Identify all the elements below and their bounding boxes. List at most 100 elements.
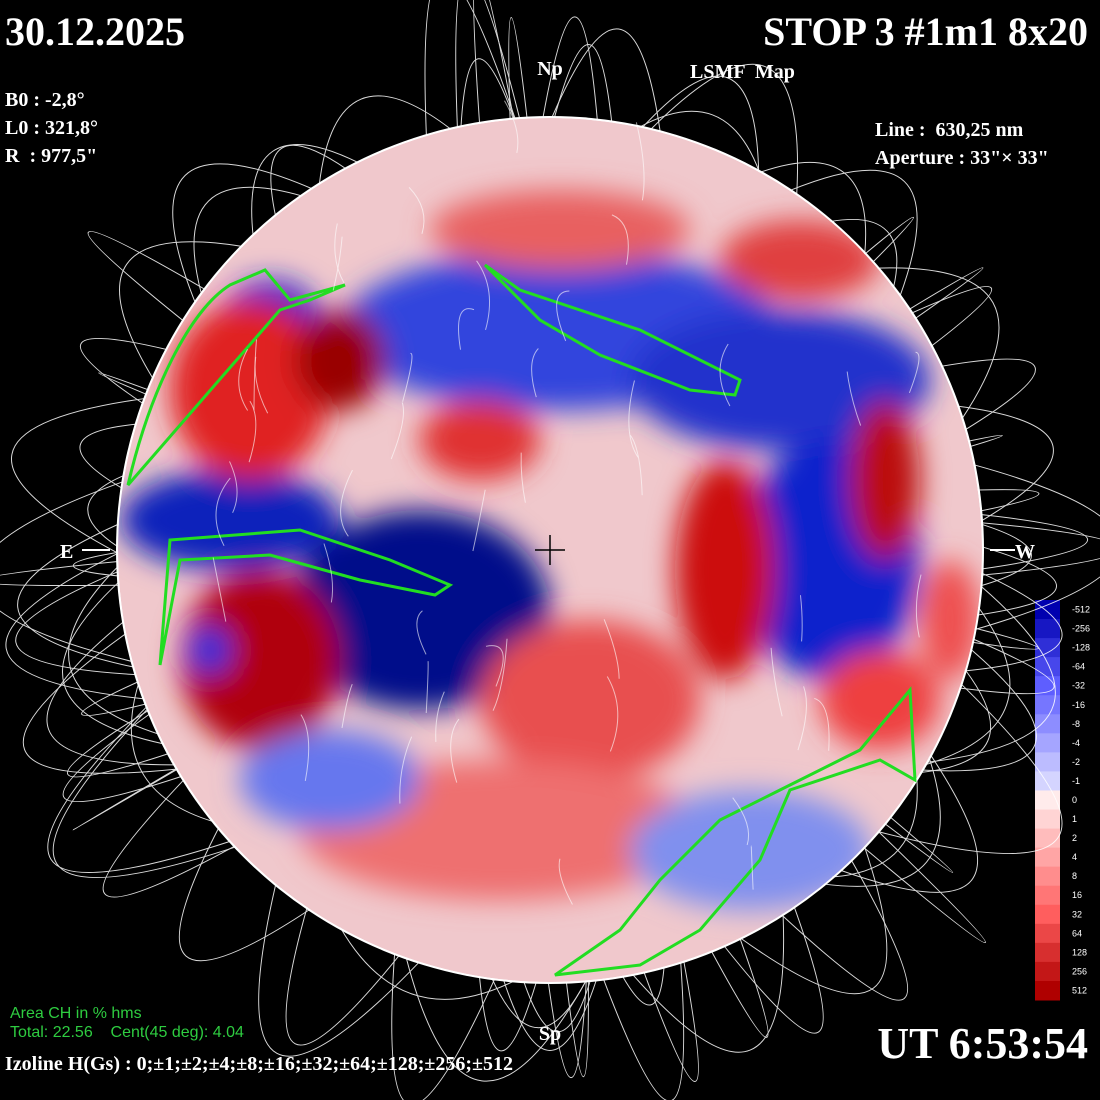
field-line <box>80 337 168 405</box>
east: E <box>60 541 73 563</box>
colorbar-swatch <box>1035 923 1060 944</box>
field-line <box>458 308 475 350</box>
field-line <box>531 348 539 398</box>
colorbar-label: -2 <box>1072 757 1080 767</box>
colorbar-label: -64 <box>1072 662 1085 672</box>
field-line <box>830 218 898 289</box>
field-line <box>238 348 249 411</box>
field-line <box>635 122 645 201</box>
field-line <box>739 846 888 995</box>
field-line <box>62 713 183 803</box>
field-line <box>178 827 311 962</box>
instrument: Line : 630,25 nm <box>875 119 1024 141</box>
field-line <box>520 452 526 503</box>
field-line <box>649 63 798 196</box>
colorbar-label: 0 <box>1072 795 1077 805</box>
field-line <box>425 661 429 714</box>
colorbar-swatch <box>1035 809 1060 830</box>
date: 30.12.2025 <box>5 9 185 54</box>
field-line <box>915 574 922 638</box>
field-line <box>68 565 160 735</box>
field-line <box>908 351 920 394</box>
field-line <box>926 585 1056 763</box>
colorbar-label: -16 <box>1072 700 1085 710</box>
field-line <box>547 980 587 1078</box>
field-line <box>450 718 460 783</box>
field-line <box>556 290 570 342</box>
field-line <box>253 339 257 411</box>
field-line <box>258 883 420 1057</box>
colorbar-label: -128 <box>1072 643 1090 653</box>
field-line <box>473 0 515 124</box>
field-line <box>47 705 231 874</box>
colorbar-swatch <box>1035 847 1060 868</box>
colorbar-swatch <box>1035 638 1060 658</box>
field-line <box>921 648 1037 772</box>
field-line <box>62 581 165 745</box>
field-line <box>0 560 120 587</box>
field-line <box>908 267 984 320</box>
field-line <box>424 0 516 137</box>
field-line <box>460 58 515 128</box>
field-line <box>523 979 591 1033</box>
field-line <box>402 352 413 402</box>
field-line <box>719 343 731 407</box>
colorbar-swatch <box>1035 866 1060 887</box>
field-line <box>52 708 237 879</box>
field-line <box>391 953 496 1100</box>
field-line <box>638 110 760 173</box>
field-line <box>399 736 413 804</box>
colorbar-swatch <box>1035 695 1060 715</box>
colorbar-swatch <box>1035 771 1060 791</box>
field-line <box>502 979 597 1051</box>
colorbar-swatch <box>1035 752 1060 772</box>
field-line <box>977 489 1040 512</box>
field-line <box>87 231 206 322</box>
field-line <box>504 100 519 154</box>
param: R : 977,5" <box>5 145 97 167</box>
field-line <box>323 543 334 603</box>
field-line <box>215 477 231 547</box>
field-line <box>920 669 992 774</box>
field-line <box>285 907 400 1046</box>
colorbar-label: 2 <box>1072 833 1077 843</box>
field-line <box>924 606 1011 766</box>
solar-disk <box>118 118 982 982</box>
colorbar-label: 512 <box>1072 985 1087 995</box>
field-line <box>0 481 133 663</box>
colorbar-label: 64 <box>1072 928 1082 938</box>
colorbar-swatch <box>1035 980 1060 1001</box>
field-line <box>435 691 445 742</box>
field-line <box>621 966 665 1006</box>
field-line <box>390 402 404 460</box>
north-pole: Np <box>537 58 563 80</box>
colorbar-label: 8 <box>1072 871 1077 881</box>
field-line <box>602 961 685 1100</box>
field-line <box>318 95 452 185</box>
param: B0 : -2,8° <box>5 89 85 111</box>
field-line <box>940 358 1036 431</box>
field-line <box>814 697 830 751</box>
field-line <box>628 380 639 458</box>
field-line <box>5 552 145 700</box>
subtitle: LSMF Map <box>690 61 795 83</box>
center-cross <box>535 535 565 565</box>
field-line <box>332 236 343 291</box>
west: W <box>1015 541 1035 563</box>
izoline: Izoline H(Gs) : 0;±1;±2;±4;±8;±16;±32;±6… <box>5 1053 513 1075</box>
field-line <box>98 372 149 396</box>
field-line <box>119 241 243 380</box>
field-line <box>839 754 979 893</box>
field-line <box>270 144 347 217</box>
field-line <box>508 17 528 120</box>
field-line <box>478 976 537 1052</box>
field-line <box>79 423 137 489</box>
field-line <box>72 767 178 831</box>
field-line <box>553 43 613 123</box>
colorbar-label: -256 <box>1072 624 1090 634</box>
field-line <box>846 371 862 426</box>
colorbar-swatch <box>1035 828 1060 849</box>
field-line <box>980 514 1089 570</box>
colorbar-swatch <box>1035 733 1060 753</box>
